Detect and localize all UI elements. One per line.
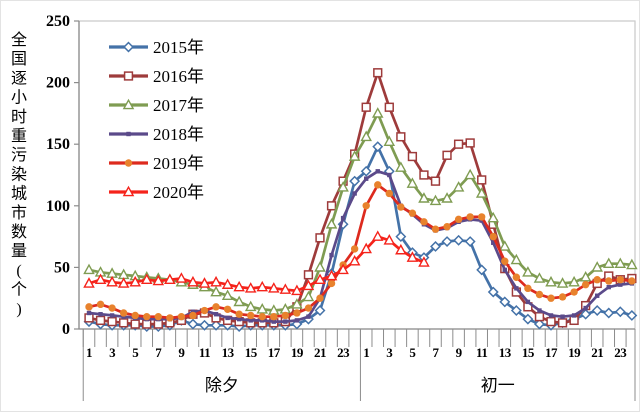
day-label-chuyi: 初一	[481, 376, 515, 395]
y-tick-label: 250	[46, 13, 70, 30]
svg-text:全: 全	[11, 31, 27, 49]
svg-text:染: 染	[11, 165, 27, 183]
hour-tick-label: 13	[222, 345, 235, 360]
hour-tick-label: 19	[568, 345, 581, 360]
y-tick-label: 100	[46, 198, 70, 215]
svg-text:重: 重	[11, 127, 27, 145]
legend-item-2019: 2019年	[109, 154, 204, 173]
hour-tick-label: 5	[132, 345, 139, 360]
legend-item-2015: 2015年	[109, 38, 204, 57]
legend-label: 2020年	[153, 183, 204, 202]
hour-tick-label: 17	[268, 345, 281, 360]
hour-labels: 1 3 5 7 9 11 13 15 17 19 21 23 1 3 5 7 9 11 13 15 17 19 21 23	[86, 345, 628, 360]
legend-item-2017: 2017年	[109, 96, 204, 115]
legend-label: 2017年	[153, 96, 204, 115]
hour-tick-label: 9	[178, 345, 185, 360]
svg-text:量: 量	[11, 243, 27, 260]
svg-text:城: 城	[11, 185, 27, 203]
hour-tick-label: 5	[409, 345, 416, 360]
hour-tick-label: 3	[109, 345, 116, 360]
hour-tick-label: 7	[433, 345, 440, 360]
legend-label: 2018年	[153, 125, 204, 144]
hour-tick-label: 9	[456, 345, 463, 360]
hour-tick-label: 21	[314, 345, 326, 360]
svg-text:小: 小	[11, 89, 27, 107]
svg-text:市: 市	[11, 204, 27, 222]
hour-tick-label: 15	[245, 345, 258, 360]
hour-tick-label: 15	[522, 345, 535, 360]
hour-tick-label: 1	[86, 345, 92, 360]
svg-text:逐: 逐	[11, 69, 27, 87]
svg-text:个: 个	[11, 281, 27, 299]
hour-tick-label: 1	[363, 345, 369, 360]
hour-tick-label: 23	[614, 345, 627, 360]
hour-tick-label: 3	[386, 345, 393, 360]
hour-tick-label: 19	[291, 345, 304, 360]
hour-tick-label: 11	[476, 345, 487, 360]
hour-tick-label: 7	[155, 345, 162, 360]
y-axis: 0 50 100 150 200 250	[46, 13, 80, 338]
day-groups: 除夕 初一	[82, 329, 636, 401]
svg-text:(: (	[16, 262, 21, 279]
svg-text:数: 数	[11, 223, 27, 241]
y-tick-label: 150	[46, 136, 70, 153]
hour-tick-label: 23	[337, 345, 350, 360]
y-tick-label: 50	[54, 259, 70, 276]
series-2019	[85, 181, 636, 322]
y-tick-label: 200	[46, 75, 70, 92]
svg-text:时: 时	[11, 108, 27, 126]
svg-text:污: 污	[11, 146, 27, 164]
legend: 2015年 2016年 2017年 2018年 2019年 2020年	[109, 38, 204, 202]
series-2016	[84, 68, 637, 329]
hour-tick-label: 13	[499, 345, 512, 360]
y-tick-label: 0	[62, 321, 70, 338]
svg-text:国: 国	[11, 51, 27, 68]
hour-tick-label: 17	[545, 345, 558, 360]
legend-label: 2016年	[153, 67, 204, 86]
legend-item-2018: 2018年	[109, 125, 204, 144]
series-2020	[83, 230, 430, 296]
day-label-chuxi: 除夕	[205, 376, 239, 395]
hour-tick-label: 21	[591, 345, 603, 360]
svg-text:): )	[16, 301, 21, 318]
legend-item-2016: 2016年	[109, 67, 204, 86]
legend-label: 2015年	[153, 38, 204, 57]
legend-item-2020: 2020年	[109, 183, 204, 202]
legend-label: 2019年	[153, 154, 204, 173]
hour-tick-label: 11	[199, 345, 210, 360]
